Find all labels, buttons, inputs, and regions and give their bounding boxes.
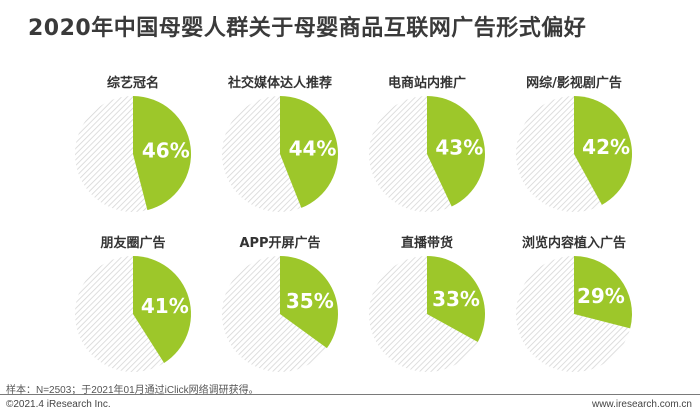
copyright: ©2021.4 iResearch Inc.	[6, 399, 111, 410]
footer-divider	[0, 394, 700, 395]
pie-chart: 43%	[369, 96, 486, 212]
pie-slice-value	[280, 256, 338, 349]
pie-slice-value	[133, 96, 192, 211]
pie-label: 网综/影视剧广告	[526, 76, 622, 91]
pie-chart: 42%	[516, 96, 633, 213]
pie-slice-remainder	[369, 256, 478, 372]
pie-slice-value	[427, 96, 486, 207]
pie-value-label: 43%	[435, 136, 483, 160]
pie-value-label: 35%	[286, 289, 334, 313]
pie-value-label: 42%	[582, 135, 630, 159]
pie-value-label: 29%	[577, 284, 625, 308]
pie-slice-value	[574, 256, 633, 329]
sample-note: 样本：N=2503；于2021年01月通过iClick网络调研获得。	[6, 385, 259, 396]
pie-label: 社交媒体达人推荐	[227, 76, 332, 91]
pie-value-label: 46%	[142, 138, 190, 162]
pie-slice-remainder	[516, 256, 631, 372]
pie-panel: APP开屏广告 35%	[205, 232, 355, 392]
pie-chart: 46%	[75, 96, 192, 212]
pie-slice-value	[574, 96, 633, 205]
pie-slice-remainder	[75, 96, 148, 212]
pie-label: APP开屏广告	[239, 236, 321, 251]
pie-panel: 浏览内容植入广告 29%	[499, 232, 649, 392]
pie-label: 直播带货	[400, 236, 453, 251]
pie-label: 综艺冠名	[106, 76, 159, 91]
pie-chart: 41%	[75, 256, 192, 372]
website: www.iresearch.com.cn	[591, 399, 692, 410]
pie-slice-remainder	[222, 96, 302, 212]
pie-panel: 综艺冠名 46%	[58, 72, 208, 232]
pie-value-label: 41%	[141, 294, 189, 318]
pie-panel: 社交媒体达人推荐 44%	[205, 72, 355, 232]
chart-title: 2020年中国母婴人群关于母婴商品互联网广告形式偏好	[28, 16, 587, 41]
pie-slice-remainder	[369, 96, 452, 212]
pie-chart: 33%	[369, 256, 486, 372]
pie-value-label: 33%	[432, 287, 480, 311]
pie-panel: 朋友圈广告 41%	[58, 232, 208, 392]
pie-slice-value	[280, 96, 339, 208]
pie-slice-remainder	[75, 256, 165, 372]
pie-chart: 29%	[516, 256, 633, 372]
pie-label: 朋友圈广告	[100, 236, 166, 251]
pie-slice-remainder	[221, 255, 327, 372]
pie-label: 电商站内推广	[387, 76, 466, 91]
pie-label: 浏览内容植入广告	[521, 236, 626, 251]
pie-grid: 综艺冠名 46% 社交媒体达人推荐 44% 电商站内推广 43% 网综/影视剧广告 42% 朋友…	[58, 72, 649, 372]
pie-value-label: 44%	[289, 137, 337, 161]
pie-chart: 35%	[221, 255, 338, 372]
pie-slice-value	[133, 256, 192, 363]
pie-chart: 44%	[222, 96, 339, 212]
pie-panel: 网综/影视剧广告 42%	[499, 72, 649, 232]
pie-panel: 电商站内推广 43%	[352, 72, 502, 232]
pie-slice-remainder	[516, 96, 602, 213]
pie-panel: 直播带货 33%	[352, 232, 502, 392]
pie-slice-value	[427, 256, 486, 342]
